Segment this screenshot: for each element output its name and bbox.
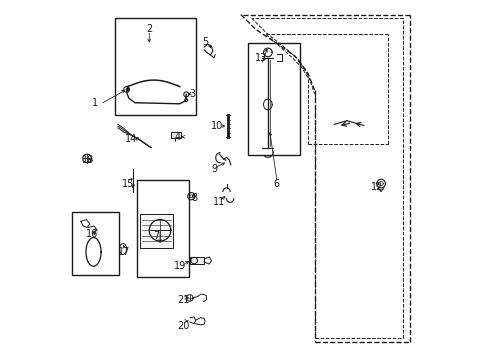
- Text: 1: 1: [92, 98, 98, 108]
- Bar: [72, 212, 119, 275]
- Text: 2: 2: [146, 24, 152, 34]
- Text: 20: 20: [177, 320, 189, 330]
- Bar: [115, 18, 196, 115]
- Text: 11: 11: [213, 197, 225, 207]
- Text: 21: 21: [177, 296, 189, 305]
- Bar: [189, 257, 204, 265]
- Text: 13: 13: [254, 53, 266, 63]
- Bar: [140, 214, 172, 248]
- Text: 16: 16: [85, 229, 98, 239]
- Text: 18: 18: [82, 155, 94, 165]
- Text: 10: 10: [211, 121, 223, 131]
- Bar: [170, 132, 181, 138]
- Text: 7: 7: [153, 231, 159, 241]
- Text: 15: 15: [121, 179, 134, 189]
- Text: 17: 17: [118, 247, 130, 257]
- Text: 12: 12: [370, 182, 383, 192]
- Text: 4: 4: [175, 132, 181, 142]
- Bar: [247, 44, 300, 155]
- Text: 8: 8: [191, 193, 197, 203]
- Bar: [136, 180, 188, 277]
- Text: 3: 3: [189, 89, 195, 99]
- Text: 5: 5: [202, 37, 208, 46]
- Text: 19: 19: [173, 261, 185, 271]
- Text: 9: 9: [210, 164, 217, 174]
- Text: 14: 14: [125, 134, 137, 144]
- Text: 6: 6: [273, 179, 279, 189]
